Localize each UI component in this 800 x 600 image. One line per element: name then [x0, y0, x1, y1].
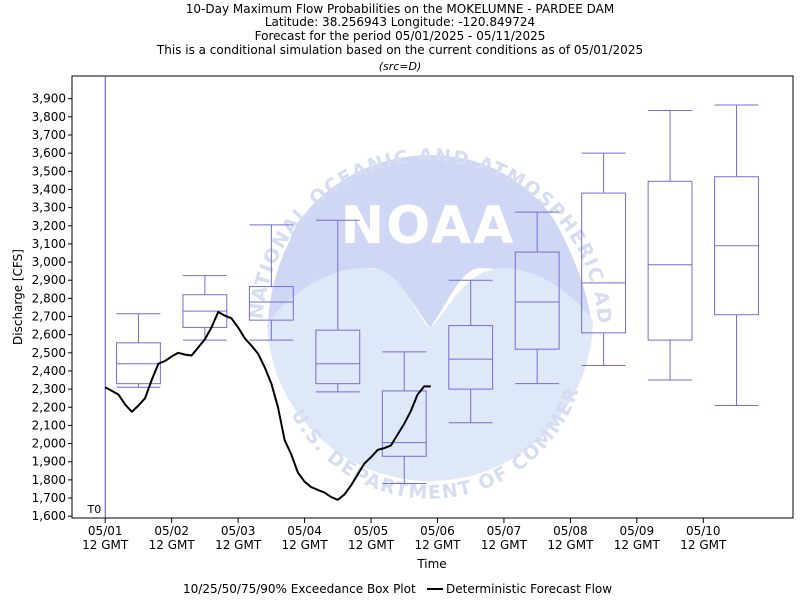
y-tick-label: 2,600	[32, 328, 66, 342]
x-tick-time-label: 12 GMT	[149, 538, 196, 552]
boxplot-layer	[116, 104, 759, 485]
exceedance-boxplot	[647, 109, 693, 381]
exceedance-boxplot	[381, 351, 427, 485]
y-tick-label: 1,600	[32, 509, 66, 523]
t0-label: T0	[87, 503, 102, 516]
y-tick-label: 3,300	[32, 201, 66, 215]
exceedance-boxplot	[182, 275, 228, 341]
x-tick-time-label: 12 GMT	[680, 538, 727, 552]
exceedance-boxplot	[448, 279, 494, 424]
y-tick-label: 2,300	[32, 382, 66, 396]
y-tick-label: 3,600	[32, 146, 66, 160]
y-axis-label: Discharge [CFS]	[11, 249, 25, 345]
x-tick-date-label: 05/05	[354, 524, 389, 538]
x-tick-date-label: 05/01	[88, 524, 123, 538]
y-tick-label: 3,900	[32, 92, 66, 106]
watermark-logo-text: NOAA	[341, 196, 516, 256]
x-tick-date-label: 05/03	[221, 524, 256, 538]
y-tick-label: 3,100	[32, 237, 66, 251]
y-tick-label: 2,900	[32, 273, 66, 287]
y-tick-label: 2,500	[32, 346, 66, 360]
source-note: (src=D)	[379, 60, 422, 73]
exceedance-boxplot	[714, 104, 759, 406]
x-tick-date-label: 05/08	[553, 524, 588, 538]
exceedance-boxplot	[315, 219, 361, 393]
x-tick-time-label: 12 GMT	[481, 538, 528, 552]
exceedance-boxplot	[514, 211, 560, 385]
y-tick-label: 3,700	[32, 128, 66, 142]
boxplot-iqr-box	[581, 192, 627, 334]
x-tick-date-label: 05/06	[420, 524, 455, 538]
y-tick-label: 2,000	[32, 437, 66, 451]
y-tick-label: 3,500	[32, 164, 66, 178]
y-tick-label: 3,400	[32, 182, 66, 196]
boxplot-iqr-box	[381, 390, 427, 457]
x-tick-time-label: 12 GMT	[282, 538, 329, 552]
boxplot-iqr-box	[448, 325, 494, 390]
y-tick-label: 3,800	[32, 110, 66, 124]
x-tick-date-label: 05/07	[487, 524, 522, 538]
x-tick-time-label: 12 GMT	[82, 538, 129, 552]
exceedance-boxplot	[248, 224, 294, 341]
x-tick-date-label: 05/09	[620, 524, 655, 538]
y-tick-label: 3,200	[32, 219, 66, 233]
noaa-seagull-shape	[268, 155, 592, 330]
chart-title: 10-Day Maximum Flow Probabilities on the…	[186, 2, 614, 16]
exceedance-boxplot	[581, 152, 627, 367]
y-axis: 1,600 1,700 1,800 1,900 2,000 2,100 2,200 2,300…	[32, 92, 72, 523]
x-tick-date-label: 05/10	[686, 524, 721, 538]
x-tick-date-label: 05/02	[154, 524, 189, 538]
boxplot-iqr-box	[514, 251, 560, 350]
x-axis-label: Time	[416, 557, 446, 571]
x-tick-time-label: 12 GMT	[547, 538, 594, 552]
simulation-note: This is a conditional simulation based o…	[156, 43, 643, 57]
y-tick-label: 1,900	[32, 455, 66, 469]
x-tick-date-label: 05/04	[287, 524, 322, 538]
legend: 10/25/50/75/90% Exceedance Box Plot Dete…	[183, 582, 612, 596]
legend-box-label: 10/25/50/75/90% Exceedance Box Plot	[183, 582, 416, 596]
y-tick-label: 2,700	[32, 310, 66, 324]
deterministic-forecast-line	[104, 311, 431, 501]
legend-line-label: Deterministic Forecast Flow	[446, 582, 612, 596]
y-tick-label: 1,700	[32, 491, 66, 505]
x-tick-time-label: 12 GMT	[614, 538, 661, 552]
x-tick-time-label: 12 GMT	[414, 538, 461, 552]
y-tick-label: 2,800	[32, 291, 66, 305]
boxplot-iqr-box	[248, 286, 294, 321]
y-tick-label: 2,200	[32, 400, 66, 414]
plot-area	[71, 75, 794, 519]
y-tick-label: 2,400	[32, 364, 66, 378]
boxplot-iqr-box	[647, 180, 693, 341]
location-coordinates: Latitude: 38.256943 Longitude: -120.8497…	[265, 15, 535, 29]
t0-marker: T0	[87, 76, 106, 518]
boxplot-iqr-box	[315, 329, 361, 385]
deterministic-line-layer	[104, 311, 431, 501]
forecast-period: Forecast for the period 05/01/2025 - 05/…	[255, 29, 546, 43]
x-tick-time-label: 12 GMT	[215, 538, 262, 552]
x-tick-time-label: 12 GMT	[348, 538, 395, 552]
y-tick-label: 1,800	[32, 473, 66, 487]
y-tick-label: 3,000	[32, 255, 66, 269]
y-tick-label: 2,100	[32, 418, 66, 432]
